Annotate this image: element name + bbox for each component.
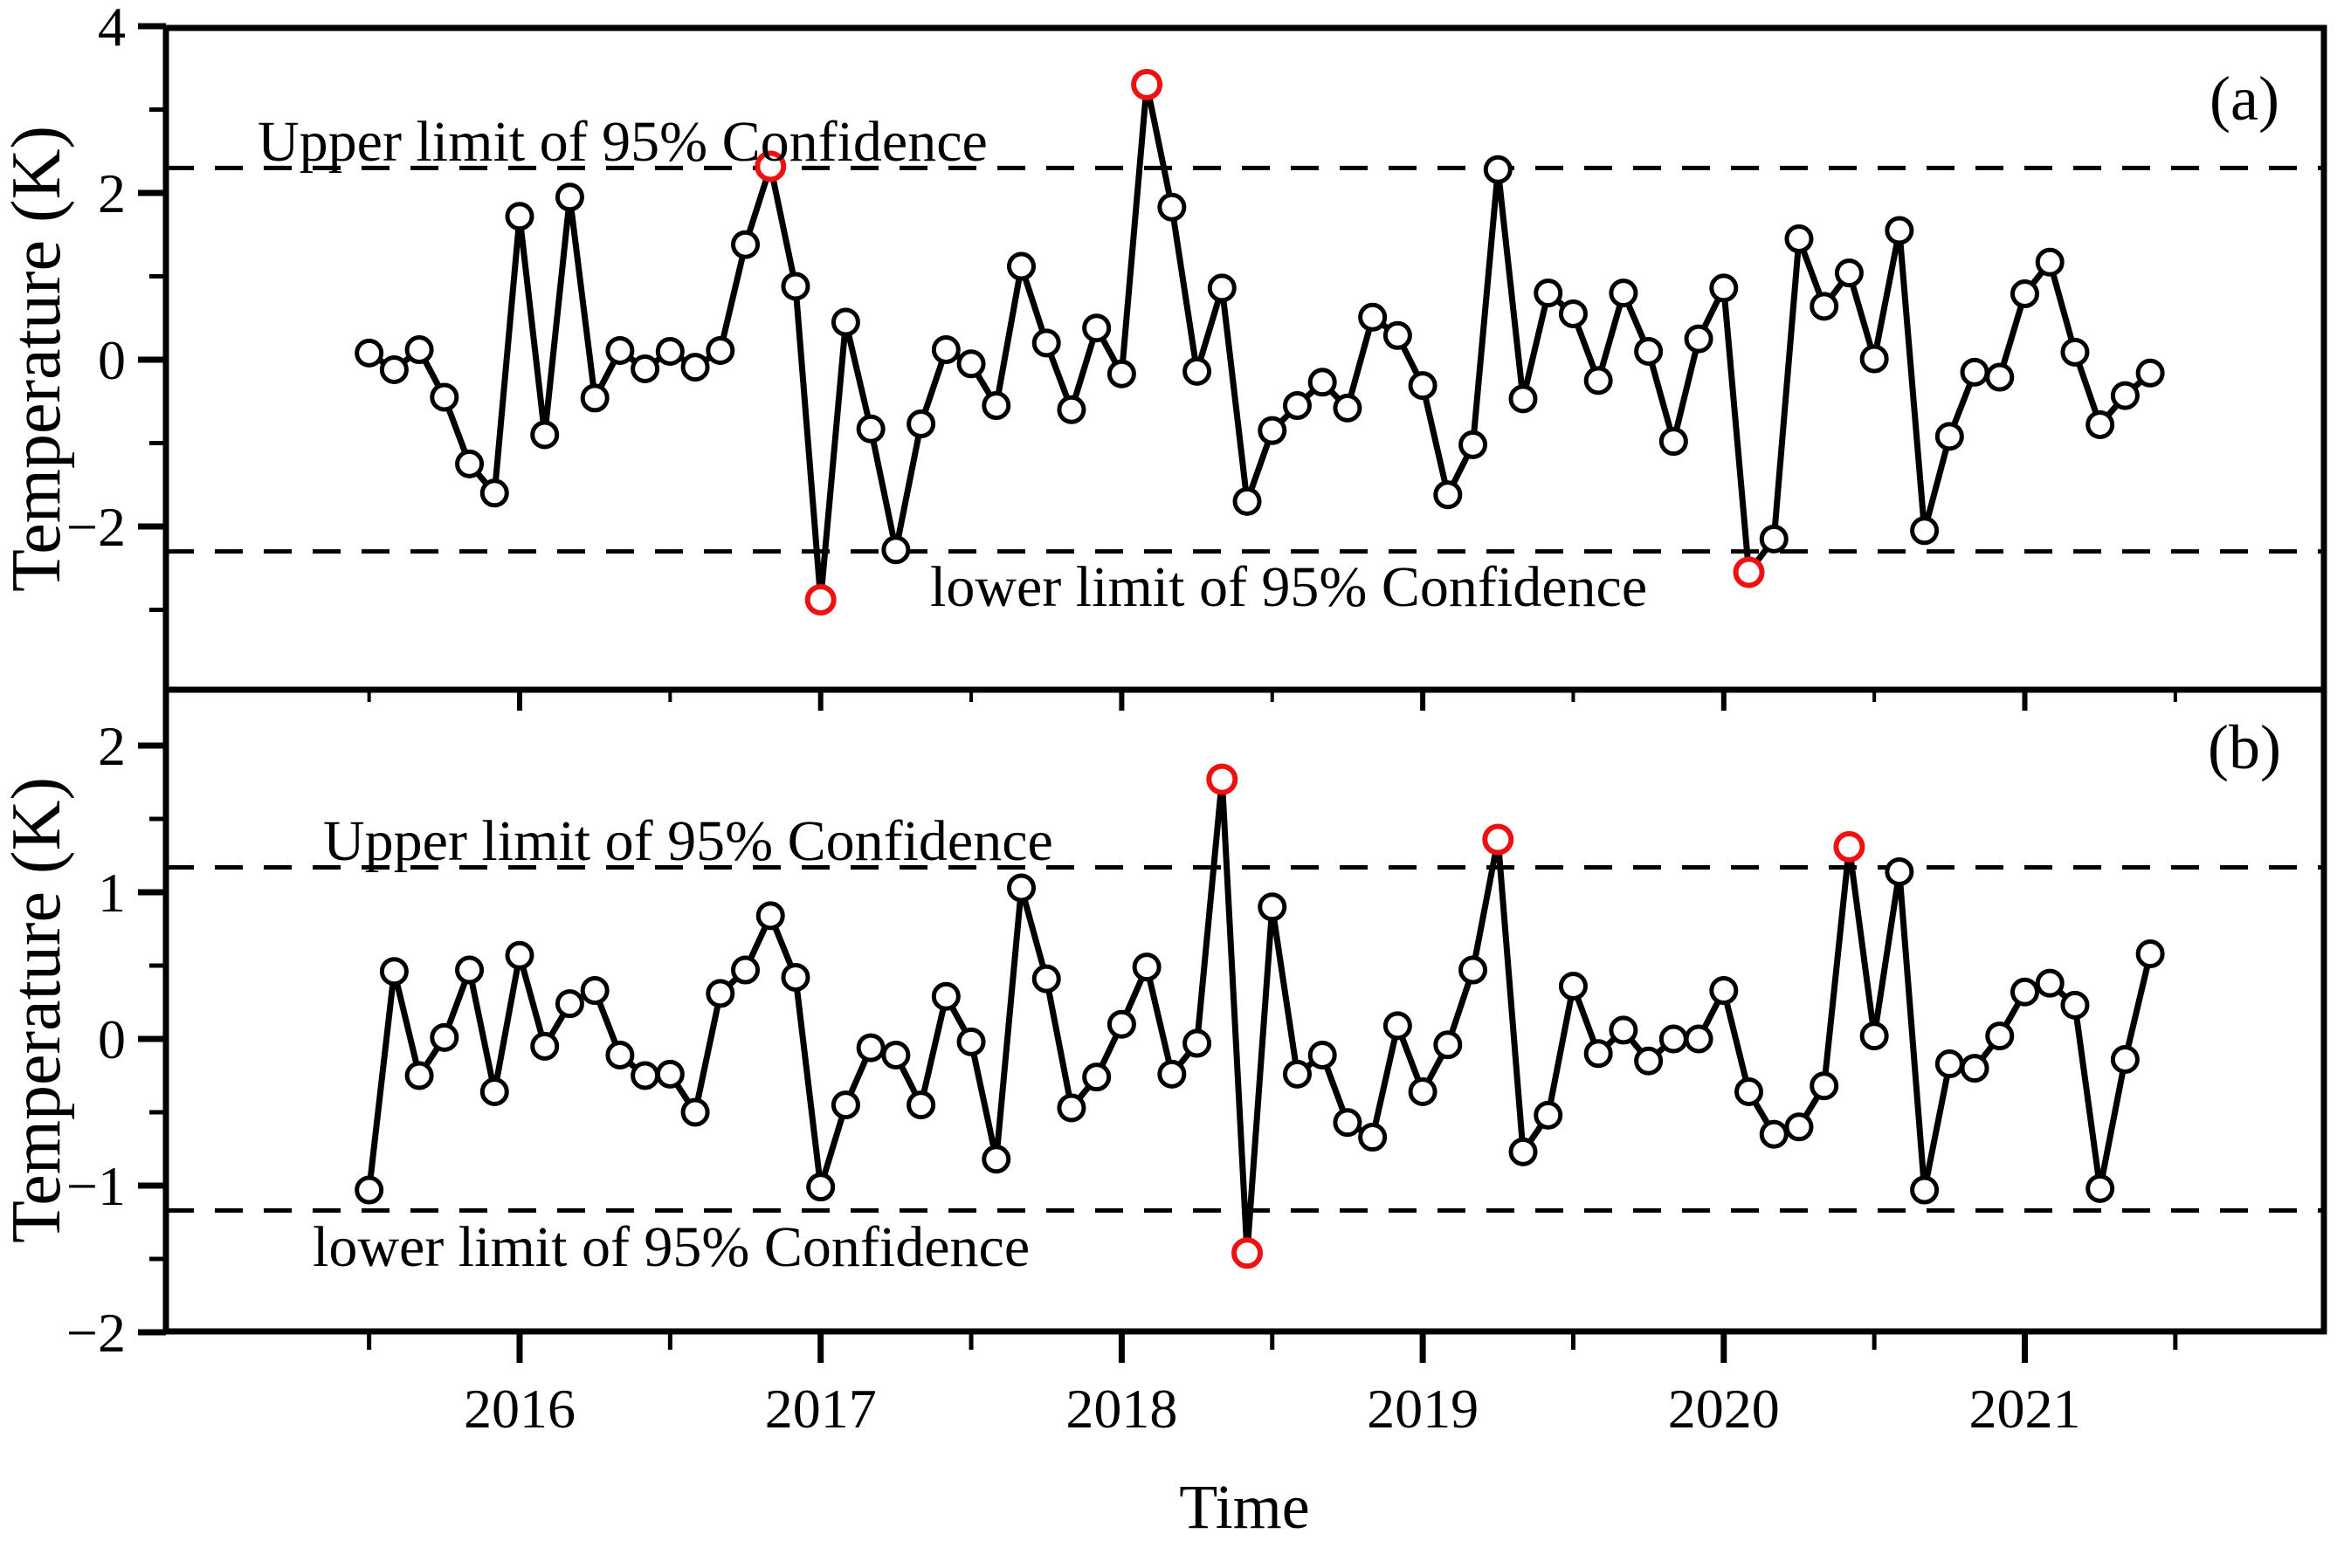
y-tick-label: 0 <box>98 1008 126 1070</box>
panel-a-label: (a) <box>2210 64 2279 134</box>
panel-a-y-axis-title: Temperature (K) <box>0 126 75 592</box>
x-tick-label: 2018 <box>1065 1378 1177 1440</box>
panel-a-upper-limit-annotation: Upper limit of 95% Confidence <box>258 110 988 174</box>
x-tick-label: 2017 <box>765 1378 877 1440</box>
x-tick-label: 2020 <box>1668 1378 1780 1440</box>
y-tick-label: −2 <box>66 496 126 558</box>
panel-b-plot: 2 1 0 −1 −2 <box>66 686 2327 1364</box>
y-tick-label: 0 <box>98 329 126 391</box>
panel-b-label: (b) <box>2208 712 2281 782</box>
panel-a-lower-limit-annotation: lower limit of 95% Confidence <box>930 555 1647 619</box>
x-tick-label: 2021 <box>1969 1378 2081 1440</box>
x-tick-label: 2016 <box>464 1378 576 1440</box>
panel-b-upper-limit-annotation: Upper limit of 95% Confidence <box>323 809 1053 873</box>
y-tick-label: 1 <box>98 862 126 924</box>
y-tick-label: 2 <box>98 162 126 224</box>
y-tick-label: 2 <box>98 715 126 777</box>
x-tick-label: 2019 <box>1367 1378 1479 1440</box>
panel-b-y-axis-title: Temperature (K) <box>0 777 75 1243</box>
panel-a-plot: 4 2 0 −2 <box>66 0 2327 693</box>
x-axis: 2016 2017 2018 2019 2020 2021 <box>367 1331 2178 1440</box>
panel-b-lower-limit-annotation: lower limit of 95% Confidence <box>313 1215 1030 1279</box>
x-axis-title: Time <box>1179 1472 1309 1542</box>
y-tick-label: 4 <box>98 0 126 58</box>
y-tick-label: −1 <box>66 1155 126 1217</box>
y-tick-label: −2 <box>66 1302 126 1364</box>
